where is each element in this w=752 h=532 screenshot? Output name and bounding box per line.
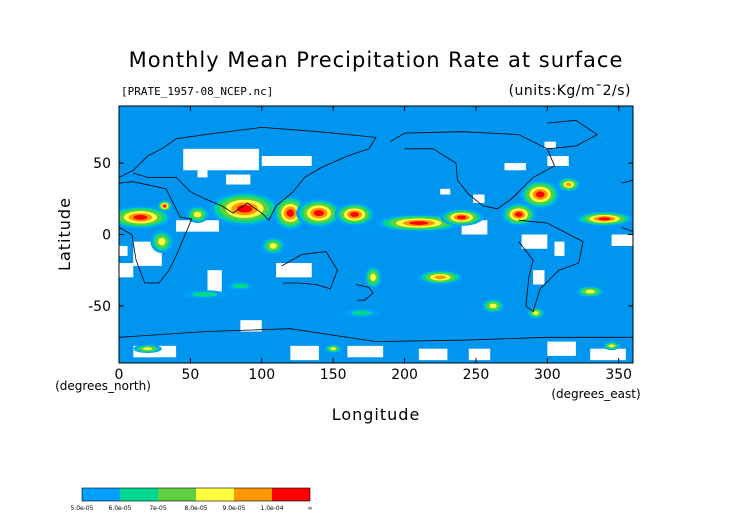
coastline: [281, 251, 338, 290]
precip-contour: [585, 289, 595, 294]
missing-cell: [119, 245, 128, 256]
precip-contour: [409, 221, 429, 225]
colorbar-frame: [81, 487, 311, 502]
colorbar-tick-label: 7e-05: [149, 505, 166, 512]
coastline: [355, 284, 374, 301]
x-axis-title: Longitude: [332, 405, 421, 424]
precip-contour: [434, 275, 447, 280]
precip-contour: [456, 215, 467, 220]
precip-contour: [565, 182, 572, 187]
missing-cell: [468, 348, 491, 361]
x-unit-label: (degrees_east): [551, 387, 640, 401]
missing-cell: [347, 345, 384, 358]
precip-contour: [143, 347, 153, 351]
precip-contour: [598, 217, 611, 221]
coastline: [119, 126, 377, 221]
precip-contour: [608, 344, 615, 348]
y-axis-title: Latitude: [55, 197, 74, 271]
precip-contour: [158, 238, 166, 246]
x-tick-label: 200: [391, 367, 418, 383]
precip-contour: [286, 209, 295, 217]
colorbar-tick-label: 6.0e-05: [108, 505, 131, 512]
coastline: [621, 179, 633, 233]
precip-contour: [351, 310, 372, 316]
precipitation-layer: [119, 177, 633, 354]
y-tick-label: 50: [93, 156, 111, 172]
colorbar-swatch: [234, 488, 272, 501]
coastline: [518, 219, 584, 313]
missing-cell: [119, 263, 134, 278]
coastline: [547, 119, 599, 150]
precip-contour: [370, 273, 376, 281]
missing-cell: [290, 345, 319, 361]
colorbar-tick-label: 5.0e-05: [70, 505, 93, 512]
x-tick-label: 150: [320, 367, 347, 383]
colorbar-swatch: [158, 488, 196, 501]
precip-contour: [236, 205, 253, 213]
missing-cell: [261, 155, 312, 166]
missing-cell: [183, 148, 259, 171]
missing-cell: [521, 234, 548, 249]
missing-cell: [440, 188, 451, 195]
precip-contour: [269, 243, 277, 249]
precip-contour: [313, 209, 324, 217]
colorbar-tick-label: 8.0e-05: [184, 505, 207, 512]
colorbar-swatch: [196, 488, 234, 501]
missing-cell: [418, 348, 448, 361]
missing-cell: [226, 174, 251, 185]
precip-contour: [535, 191, 545, 198]
colorbar-swatch: [120, 488, 158, 501]
missing-cell: [207, 270, 222, 292]
colorbar-tick-label: 9.0e-05: [222, 505, 245, 512]
map-area: [119, 106, 633, 363]
x-tick-label: 350: [605, 367, 632, 383]
precip-contour: [163, 204, 167, 208]
missing-cell: [176, 220, 219, 232]
colorbar-swatch: [272, 488, 310, 501]
chart-title: Monthly Mean Precipitation Rate at surfa…: [129, 48, 624, 72]
colorbar-swatch: [82, 488, 120, 501]
precip-contour: [192, 291, 218, 297]
precip-contour: [133, 214, 148, 220]
x-tick-label: 250: [463, 367, 490, 383]
missing-cell: [240, 320, 262, 332]
missing-cell: [547, 155, 569, 166]
coastlines: [119, 119, 633, 343]
x-tick-label: 300: [534, 367, 561, 383]
missing-cell: [611, 234, 633, 246]
x-tick-label: 100: [248, 367, 275, 383]
colorbar: 5.0e-05 6.0e-05 7e-05 8.0e-05 9.0e-05 1.0e-04…: [70, 487, 313, 512]
x-tick-label: 50: [181, 367, 199, 383]
file-subtitle: [PRATE_1957-08_NCEP.nc]: [121, 85, 273, 98]
missing-cell: [473, 194, 485, 204]
missing-cell: [544, 141, 556, 149]
missing-cell: [547, 341, 576, 356]
precip-contour: [193, 211, 202, 218]
missing-cell: [554, 241, 565, 256]
precip-contour: [515, 212, 523, 218]
precip-contour: [533, 311, 539, 315]
x-axis: 0 50 100 150 200 250 300 350: [115, 106, 632, 383]
precip-contour: [489, 303, 497, 309]
colorbar-tick-label: 1.0e-04: [260, 505, 283, 512]
units-label: (units:Kg/m¯2/s): [509, 83, 631, 99]
y-tick-label: -50: [88, 299, 111, 315]
missing-cell: [197, 170, 208, 178]
y-axis: 50 0 -50: [88, 156, 633, 315]
coastline: [119, 181, 193, 284]
colorbar-tick-label: ∞: [308, 505, 313, 512]
missing-cell: [533, 270, 545, 285]
missing-cell: [276, 263, 312, 278]
precip-contour: [330, 347, 336, 351]
coastline: [119, 328, 633, 343]
missing-cell: [590, 348, 626, 361]
precip-contour: [232, 283, 249, 289]
y-unit-label: (degrees_north): [55, 379, 151, 393]
x-tick-label: 0: [115, 367, 124, 383]
missing-cell: [504, 163, 526, 171]
precip-contour: [350, 212, 359, 218]
y-tick-label: 0: [102, 228, 111, 244]
coastline: [390, 131, 556, 210]
